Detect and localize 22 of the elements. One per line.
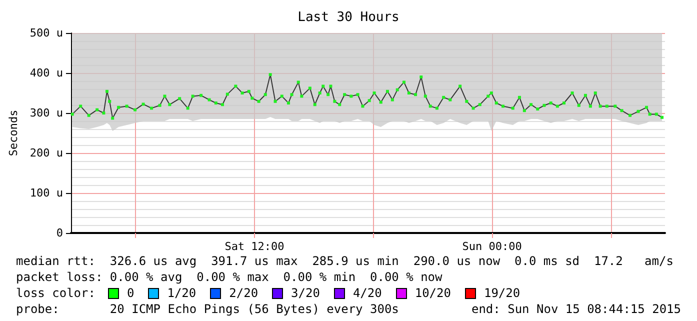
y-tick-label: 500 u bbox=[30, 26, 64, 40]
y-axis-title: Seconds bbox=[7, 110, 20, 156]
text: 19/20 bbox=[484, 286, 520, 301]
text: end: Sun Nov 15 08:44:15 2015 bbox=[471, 302, 681, 317]
text: packet loss: 0.00 % avg 0.00 % max 0.00 % min 0.00 % now bbox=[16, 270, 442, 285]
text: 2/20 bbox=[229, 286, 258, 301]
text: 1/20 bbox=[167, 286, 196, 301]
x-tick-label: Sun 00:00 bbox=[462, 240, 522, 253]
y-tick-label: 200 u bbox=[30, 146, 64, 160]
text: median rtt: 326.6 us avg 391.7 us max 285.9 us min 290.0 us now 0.0 ms sd 17.2 am/s bbox=[16, 254, 674, 269]
x-tick-label: Sat 12:00 bbox=[224, 240, 284, 253]
y-tick-label: 0 bbox=[56, 226, 64, 240]
text: 0 bbox=[127, 286, 134, 301]
y-tick-label: 400 u bbox=[30, 66, 64, 80]
text: 10/20 bbox=[414, 286, 451, 301]
text: probe: 20 ICMP Echo Pings (56 Bytes) every 300s bbox=[16, 302, 399, 317]
y-tick-label: 300 u bbox=[30, 106, 64, 120]
y-tick-label: 100 u bbox=[30, 186, 64, 200]
chart-title: Last 30 Hours bbox=[298, 10, 400, 25]
text: loss color: bbox=[16, 286, 96, 301]
text: 4/20 bbox=[352, 286, 382, 301]
text: 3/20 bbox=[291, 286, 320, 301]
